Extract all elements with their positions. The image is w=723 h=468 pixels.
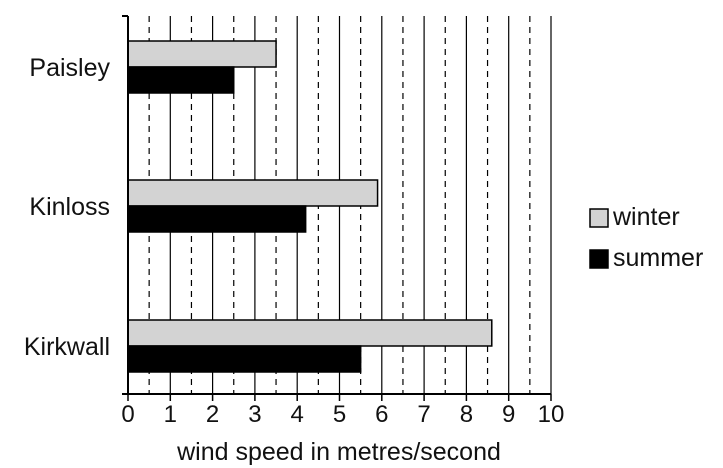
bars — [127, 40, 493, 373]
x-tick-label: 1 — [164, 401, 177, 428]
legend-label-summer: summer — [613, 244, 703, 272]
legend-swatch-winter — [589, 208, 609, 228]
category-label: Kinloss — [29, 193, 110, 221]
x-tick-label: 6 — [375, 401, 388, 428]
category-label: Kirkwall — [24, 333, 110, 361]
x-tick-label: 0 — [121, 401, 134, 428]
bar-winter-kinloss — [127, 179, 379, 207]
bar-winter-paisley — [127, 40, 277, 68]
legend-swatch-summer — [589, 249, 609, 269]
x-axis-title: wind speed in metres/second — [176, 438, 501, 466]
x-tick-label: 9 — [502, 401, 515, 428]
category-label: Paisley — [29, 54, 110, 82]
legend-label-winter: winter — [612, 203, 680, 231]
x-tick-label: 5 — [333, 401, 346, 428]
bar-summer-kirkwall — [127, 345, 362, 373]
x-tick-label: 10 — [538, 401, 565, 428]
x-tick-label: 7 — [417, 401, 430, 428]
x-ticks: 0 1 2 3 4 5 6 7 8 9 10 — [121, 394, 564, 428]
category-labels: Paisley Kinloss Kirkwall — [24, 54, 111, 361]
bar-summer-kinloss — [127, 205, 307, 233]
x-tick-label: 8 — [460, 401, 473, 428]
bar-winter-kirkwall — [127, 319, 493, 347]
bar-summer-paisley — [127, 66, 235, 94]
x-tick-label: 4 — [291, 401, 304, 428]
x-tick-label: 2 — [206, 401, 219, 428]
legend: winter summer — [589, 203, 703, 272]
x-tick-label: 3 — [248, 401, 261, 428]
